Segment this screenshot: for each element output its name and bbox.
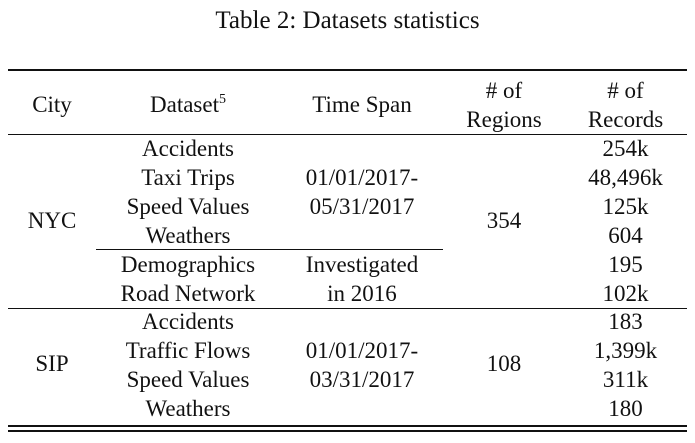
bottom-rule-1 (8, 425, 687, 427)
header-time-span: Time Span (312, 92, 412, 117)
nyc-group2-records: 195 102k (564, 250, 687, 308)
time-span-line1: 01/01/2017- (305, 338, 419, 363)
bottom-rule-2 (8, 430, 687, 432)
record-count: 183 (608, 309, 643, 334)
time-span-line2: in 2016 (327, 281, 397, 306)
time-span-line2: 03/31/2017 (309, 367, 415, 392)
table-caption: Table 2: Datasets statistics (215, 7, 480, 34)
record-count: 1,399k (593, 338, 658, 363)
header-dataset-footnote: 5 (218, 92, 226, 107)
nyc-regions: 354 (486, 208, 522, 233)
header-regions: # of Regions (444, 76, 564, 134)
header-dataset-label: Dataset (150, 92, 219, 117)
dataset-name: Speed Values (126, 194, 250, 219)
header-dataset: Dataset5 (96, 90, 280, 119)
header-regions-line2: Regions (466, 107, 542, 132)
nyc-group1-time-span: 01/01/2017- 05/31/2017 (280, 163, 444, 221)
record-count: 48,496k (588, 165, 663, 190)
sip-time-span: 01/01/2017- 03/31/2017 (280, 336, 444, 394)
nyc-group1-records: 254k 48,496k 125k 604 (564, 134, 687, 250)
top-rule (8, 69, 687, 71)
dataset-name: Speed Values (126, 367, 250, 392)
nyc-group2-datasets: Demographics Road Network (96, 250, 280, 308)
header-records-line1: # of (607, 78, 644, 103)
header-records-line2: Records (587, 107, 664, 132)
city-sip: SIP (35, 351, 69, 376)
header-rule (8, 134, 687, 136)
nyc-sip-rule (8, 308, 687, 310)
nyc-subgroup-rule (96, 249, 443, 251)
sip-datasets: Accidents Traffic Flows Speed Values Wea… (96, 307, 280, 423)
header-records: # of Records (564, 76, 687, 134)
dataset-name: Road Network (120, 281, 256, 306)
time-span-line1: Investigated (305, 252, 419, 277)
dataset-name: Weathers (145, 396, 231, 421)
city-nyc: NYC (27, 208, 77, 233)
nyc-group2-time-span: Investigated in 2016 (280, 250, 444, 308)
nyc-group1-datasets: Accidents Taxi Trips Speed Values Weathe… (96, 134, 280, 250)
sip-records: 183 1,399k 311k 180 (564, 307, 687, 423)
header-city: City (32, 92, 72, 117)
time-span-line1: 01/01/2017- (305, 165, 419, 190)
header-regions-line1: # of (485, 78, 523, 103)
dataset-name: Accidents (142, 136, 234, 161)
record-count: 102k (602, 281, 649, 306)
dataset-name: Accidents (142, 309, 234, 334)
time-span-line2: 05/31/2017 (309, 194, 415, 219)
sip-regions: 108 (486, 351, 522, 376)
record-count: 125k (602, 194, 649, 219)
dataset-name: Traffic Flows (125, 338, 251, 363)
dataset-name: Demographics (120, 252, 256, 277)
record-count: 195 (608, 252, 643, 277)
dataset-name: Weathers (145, 223, 231, 248)
record-count: 604 (608, 223, 643, 248)
record-count: 254k (602, 136, 649, 161)
record-count: 311k (602, 367, 649, 392)
record-count: 180 (608, 396, 643, 421)
dataset-name: Taxi Trips (141, 165, 235, 190)
